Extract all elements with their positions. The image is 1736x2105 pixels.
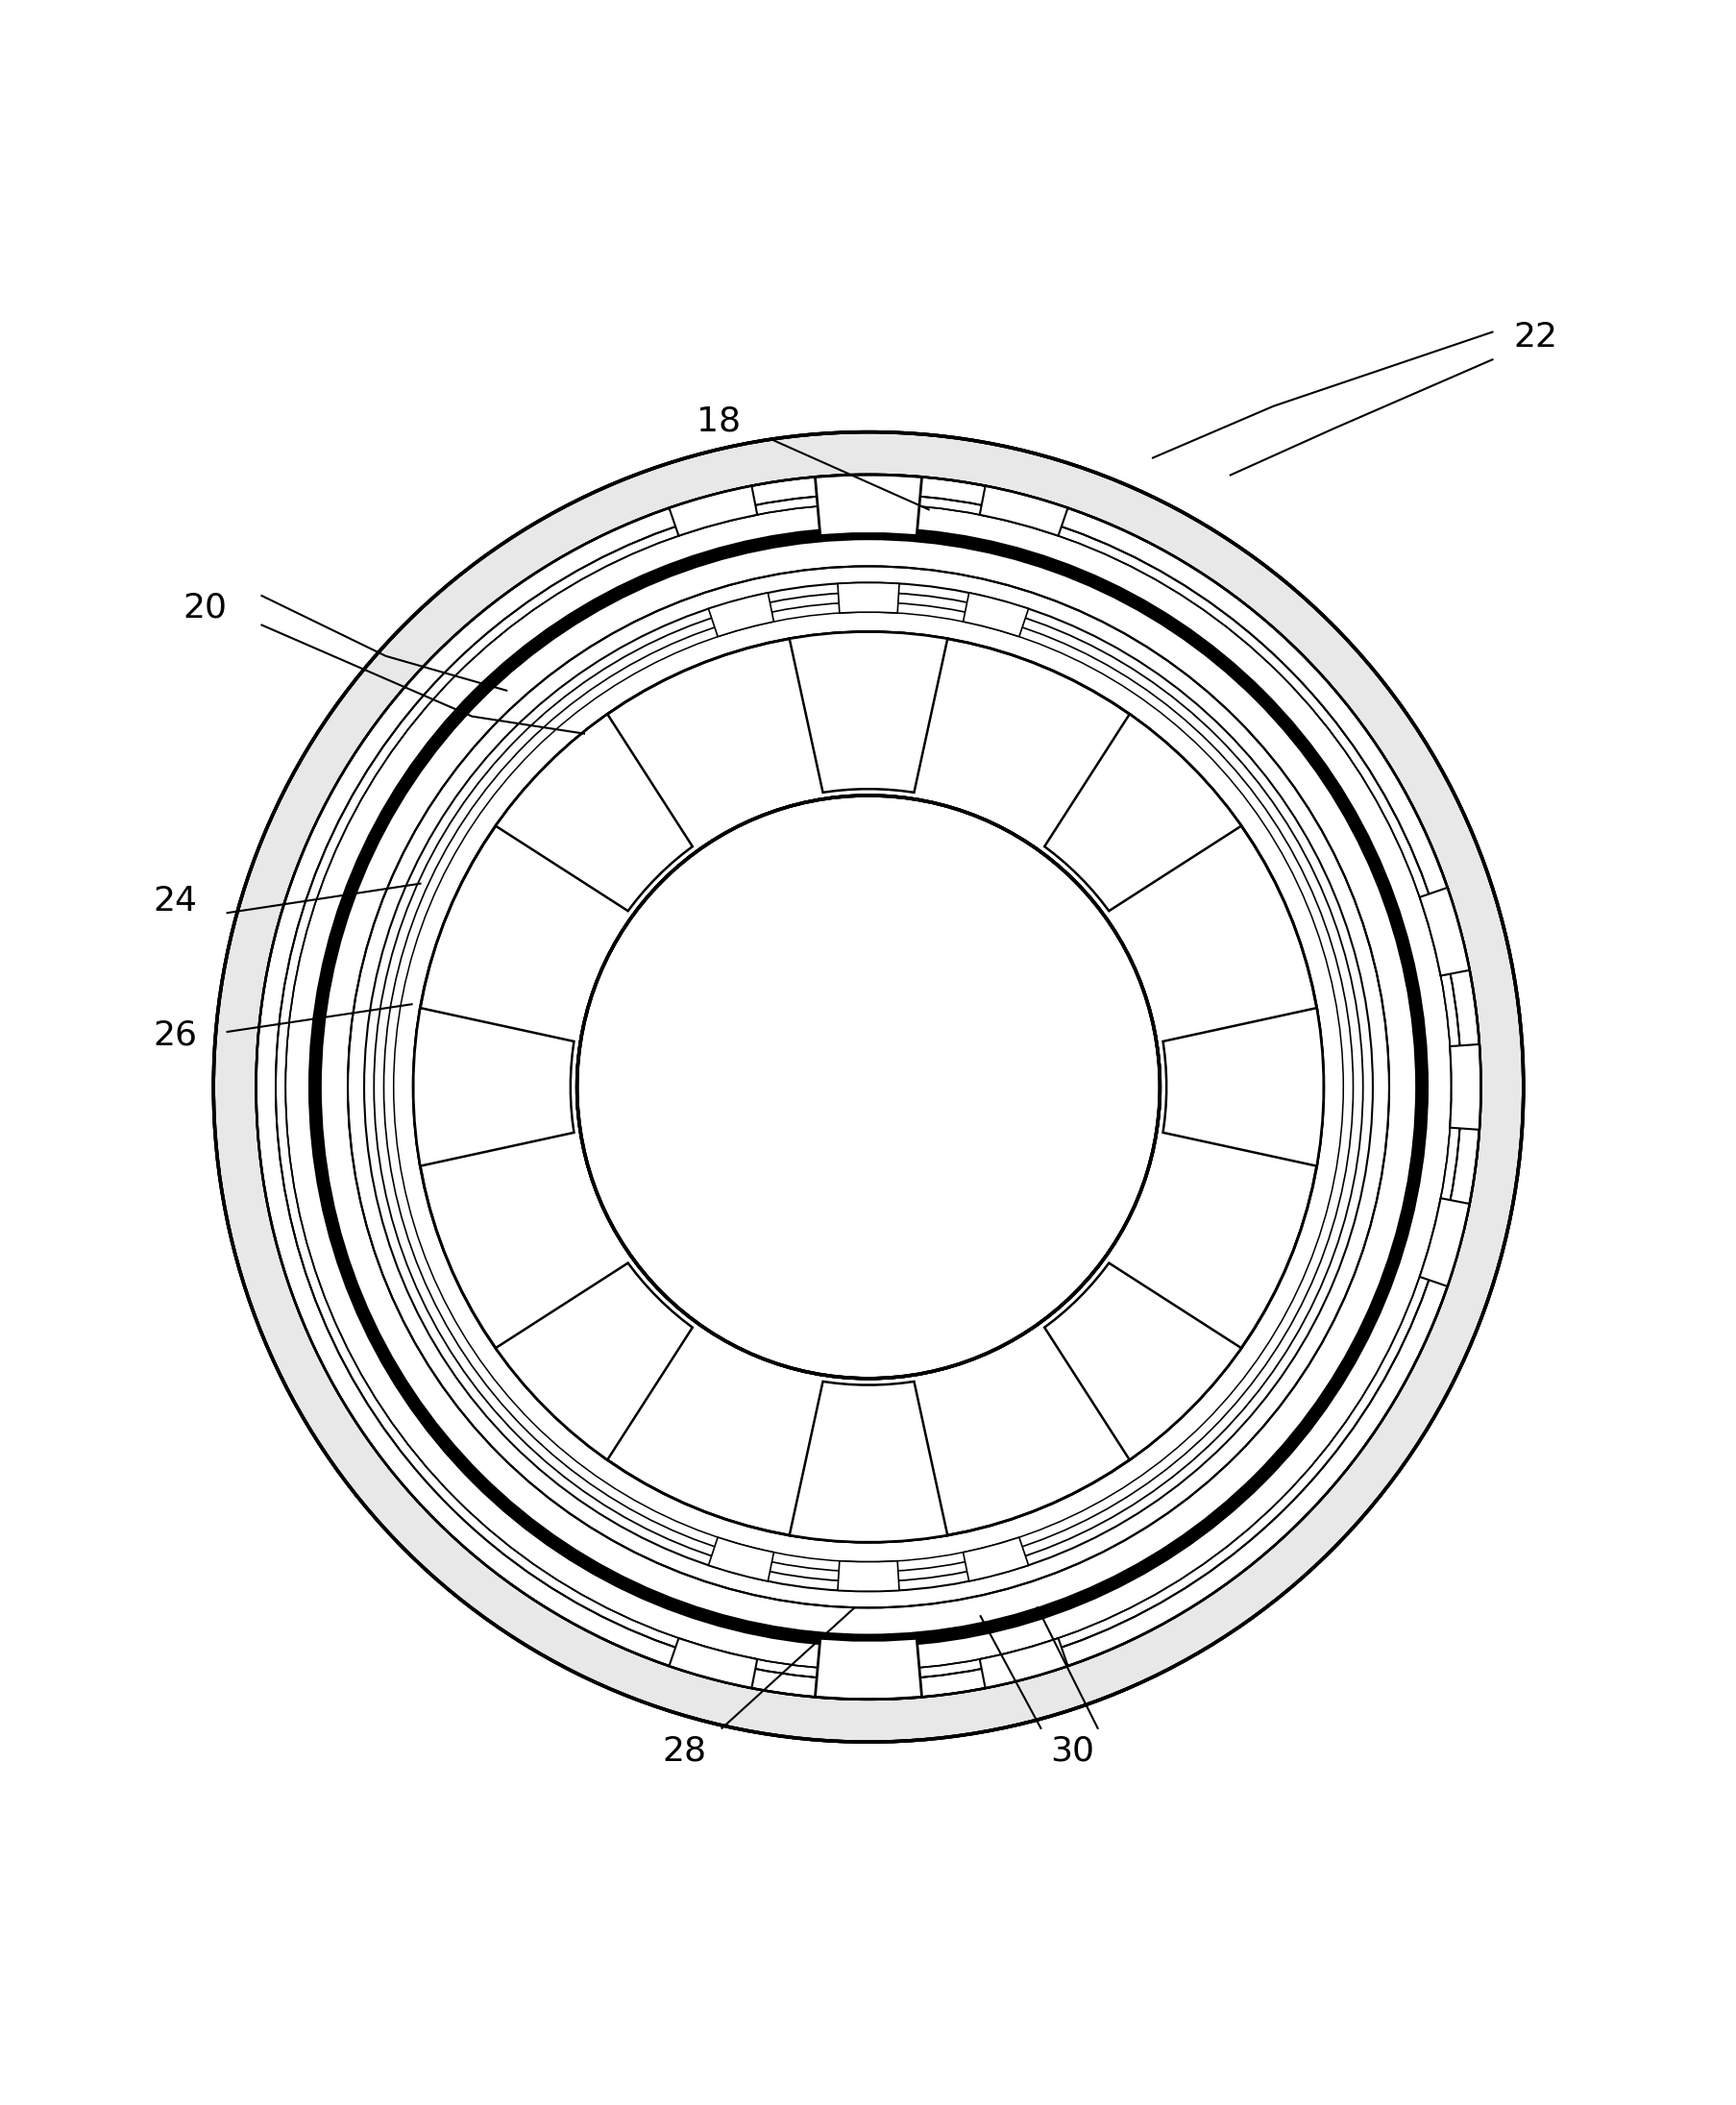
Circle shape [576, 796, 1160, 1379]
Polygon shape [668, 486, 757, 537]
Circle shape [394, 613, 1342, 1562]
Circle shape [276, 495, 1460, 1680]
Polygon shape [708, 1537, 773, 1581]
Text: 28: 28 [661, 1735, 707, 1766]
Polygon shape [979, 1638, 1068, 1688]
Circle shape [255, 474, 1481, 1699]
Circle shape [373, 592, 1363, 1581]
Circle shape [413, 632, 1323, 1543]
Polygon shape [963, 594, 1028, 636]
Circle shape [384, 602, 1352, 1572]
Circle shape [576, 796, 1160, 1379]
Circle shape [214, 432, 1522, 1743]
Polygon shape [979, 486, 1068, 537]
Polygon shape [1418, 888, 1469, 977]
Polygon shape [788, 1381, 948, 1543]
Polygon shape [1163, 1008, 1323, 1166]
Text: 30: 30 [1049, 1735, 1094, 1766]
Polygon shape [668, 1638, 757, 1688]
Text: 20: 20 [182, 592, 227, 623]
Text: 26: 26 [153, 1019, 198, 1052]
Polygon shape [495, 1263, 693, 1461]
Polygon shape [837, 1562, 899, 1591]
Circle shape [285, 503, 1451, 1669]
Polygon shape [837, 583, 899, 613]
Polygon shape [814, 476, 922, 535]
Polygon shape [1450, 1044, 1479, 1130]
Circle shape [347, 566, 1389, 1608]
Polygon shape [788, 632, 948, 791]
Polygon shape [495, 714, 693, 911]
Polygon shape [825, 476, 911, 505]
Polygon shape [963, 1537, 1028, 1581]
Polygon shape [708, 594, 773, 636]
Polygon shape [825, 1669, 911, 1699]
Text: 18: 18 [696, 406, 740, 438]
Polygon shape [1043, 1263, 1241, 1461]
Text: 22: 22 [1512, 320, 1557, 354]
Text: 24: 24 [153, 884, 198, 918]
Polygon shape [1043, 714, 1241, 911]
Polygon shape [814, 1638, 922, 1699]
Circle shape [365, 583, 1371, 1591]
Polygon shape [1418, 1198, 1469, 1286]
Polygon shape [413, 1008, 573, 1166]
